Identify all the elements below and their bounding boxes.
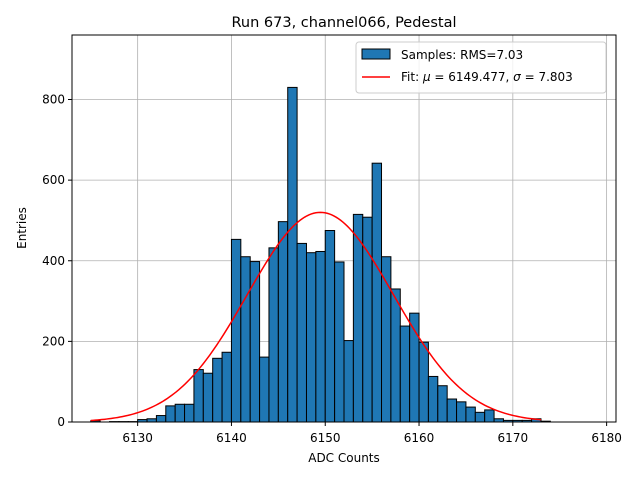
histogram-bar [324,230,336,423]
histogram-bar [484,409,495,423]
x-tick-label: 6150 [310,431,341,445]
x-tick-label: 6180 [591,431,622,445]
histogram-bar [165,405,176,423]
histogram-bar [427,375,439,423]
plot-frame [71,34,617,423]
histogram-bar [343,340,354,423]
histogram-bar [474,411,486,423]
histogram-bar [437,385,448,423]
histogram-bar [221,351,232,423]
histogram-bar [268,247,279,423]
histogram-bar [399,325,411,423]
histogram-bars [90,86,551,423]
legend-samples-label: Samples: RMS=7.03 [401,48,523,62]
y-tick-label: 800 [42,93,65,107]
histogram-bar [296,242,307,423]
histogram-bar [240,256,251,423]
legend-box [355,41,607,94]
histogram-bar [390,288,401,423]
histogram-bar [277,221,289,423]
histogram-bar [446,398,458,423]
x-tick-label: 6160 [404,431,435,445]
y-axis-ticks: 0 200 400 600 800 [42,93,72,429]
histogram-bar [418,341,429,423]
x-tick-label: 6140 [216,431,247,445]
y-tick-label: 0 [57,415,65,429]
histogram-bar [202,372,214,423]
histogram-bar [465,406,476,423]
y-tick-label: 600 [42,173,65,187]
gaussian-fit-curve [90,211,542,422]
histogram-bar [371,162,383,423]
histogram-bar [259,356,270,423]
histogram-bar [315,250,326,423]
y-axis-label: Entries [15,207,29,249]
histogram-bar [334,261,345,423]
legend: Samples: RMS=7.03 Fit: μ = 6149.477, σ =… [355,41,607,94]
histogram-bar [193,369,204,423]
histogram-bar [287,86,298,423]
histogram-bar [155,415,167,423]
legend-fit-label: Fit: μ = 6149.477, σ = 7.803 [401,70,573,84]
y-tick-label: 200 [42,334,65,348]
histogram-bar [352,213,364,423]
x-axis-label: ADC Counts [308,451,380,465]
histogram-bar [230,238,242,423]
x-tick-label: 6130 [122,431,153,445]
histogram-bar [212,357,223,423]
chart-title: Run 673, channel066, Pedestal [231,15,456,31]
histogram-bar [184,403,195,423]
x-tick-label: 6170 [498,431,529,445]
legend-samples-swatch [361,48,391,60]
y-tick-label: 400 [42,254,65,268]
x-axis-ticks: 6130 6140 6150 6160 6170 6180 [122,422,622,445]
histogram-bar [174,403,186,423]
histogram-bar [305,252,317,423]
histogram-bar [456,401,467,423]
